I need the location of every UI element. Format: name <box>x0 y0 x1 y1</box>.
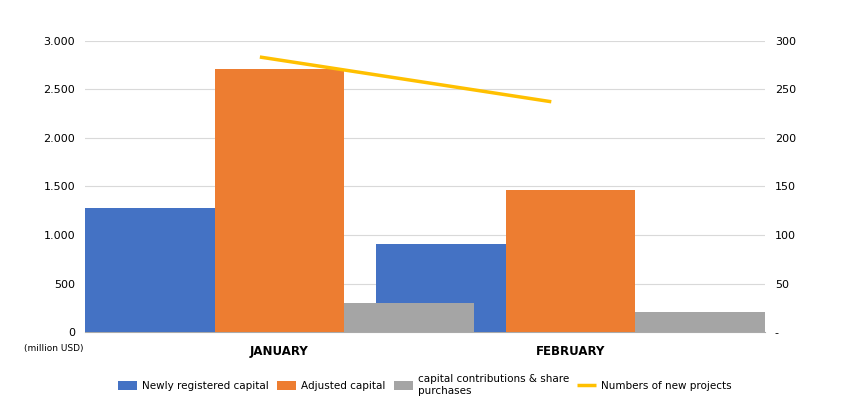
Numbers of new projects <box>255 55 265 60</box>
Line: Numbers of new projects: Numbers of new projects <box>260 57 552 102</box>
Numbers of new projects <box>547 99 557 104</box>
Bar <box>636 312 765 332</box>
Bar <box>506 190 636 332</box>
Legend: Newly registered capital, Adjusted capital, capital contributions & share
purcha: Newly registered capital, Adjusted capit… <box>114 370 736 400</box>
Bar <box>377 244 506 332</box>
Bar <box>85 208 214 332</box>
Text: (million USD): (million USD) <box>24 344 83 353</box>
Bar <box>344 303 473 332</box>
Bar <box>214 69 344 332</box>
